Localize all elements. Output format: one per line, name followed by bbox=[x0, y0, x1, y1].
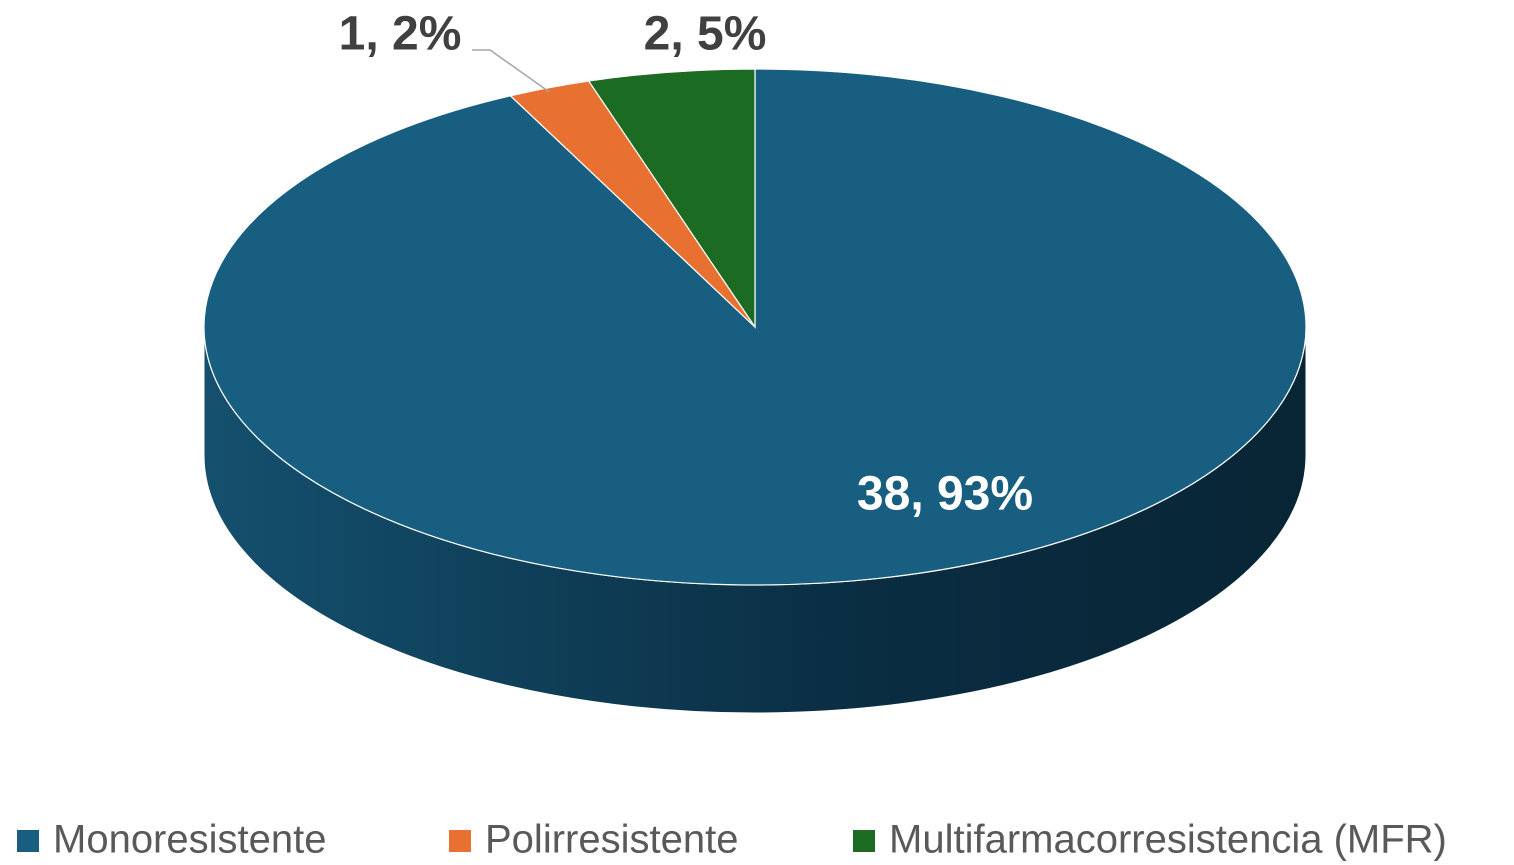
legend-label: Monoresistente bbox=[53, 818, 326, 862]
legend-swatch bbox=[853, 830, 875, 852]
legend-swatch bbox=[449, 830, 471, 852]
data-label: 38, 93% bbox=[857, 468, 1033, 521]
data-label: 2, 5% bbox=[644, 8, 767, 61]
data-label: 1, 2% bbox=[339, 8, 462, 61]
legend-swatch bbox=[17, 830, 39, 852]
legend-label: Polirresistente bbox=[485, 818, 738, 862]
legend-label: Multifarmacorresistencia (MFR) bbox=[889, 818, 1447, 862]
leader-line bbox=[472, 49, 550, 93]
pie-slice bbox=[587, 68, 756, 329]
